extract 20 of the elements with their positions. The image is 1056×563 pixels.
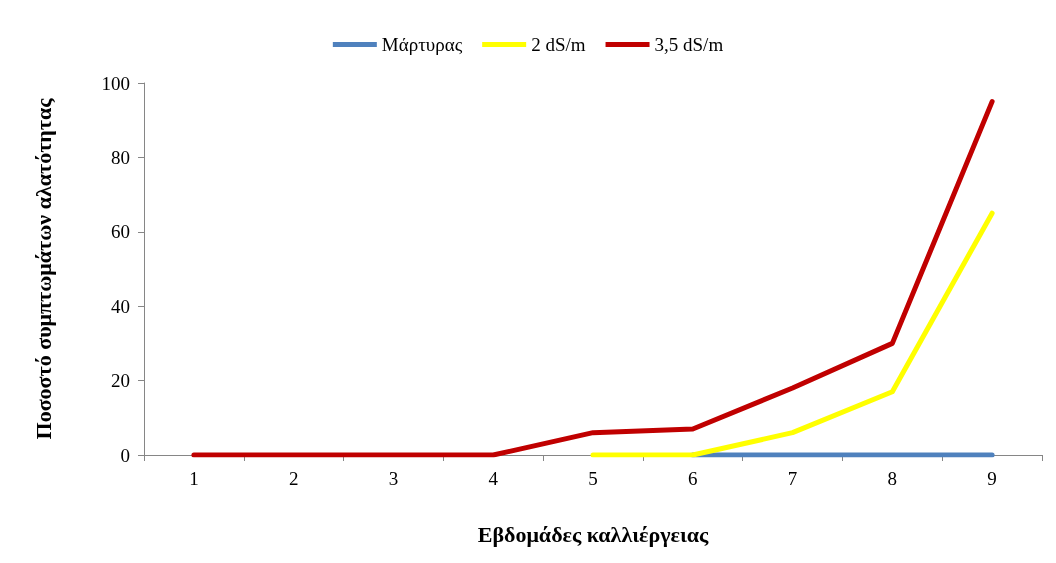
x-tick-label: 5 bbox=[588, 468, 598, 489]
y-tick-label: 20 bbox=[111, 370, 130, 392]
y-tick-label: 100 bbox=[101, 72, 130, 94]
x-tick-label: 8 bbox=[887, 468, 898, 489]
y-tick-label: 0 bbox=[120, 444, 130, 466]
x-tick-label: 4 bbox=[488, 468, 499, 489]
x-tick-label: 6 bbox=[688, 468, 698, 489]
x-tick-label: 2 bbox=[288, 468, 299, 489]
x-tick-label: 7 bbox=[787, 468, 798, 489]
x-tick-label: 9 bbox=[987, 468, 997, 489]
legend-label: 2 dS/m bbox=[531, 34, 586, 55]
x-tick-label: 1 bbox=[189, 468, 199, 489]
legend-label: 3,5 dS/m bbox=[654, 34, 724, 55]
y-axis-title: Ποσοστό συμπτωμάτων αλατότητας bbox=[30, 97, 56, 440]
y-tick-label: 80 bbox=[111, 146, 130, 168]
y-tick-label: 40 bbox=[111, 295, 130, 317]
y-tick-label: 60 bbox=[111, 221, 130, 243]
x-tick-label: 3 bbox=[388, 468, 399, 489]
legend-label: Μάρτυρας bbox=[381, 34, 463, 55]
x-axis-title: Εβδομάδες καλλιέργειας bbox=[477, 521, 709, 547]
